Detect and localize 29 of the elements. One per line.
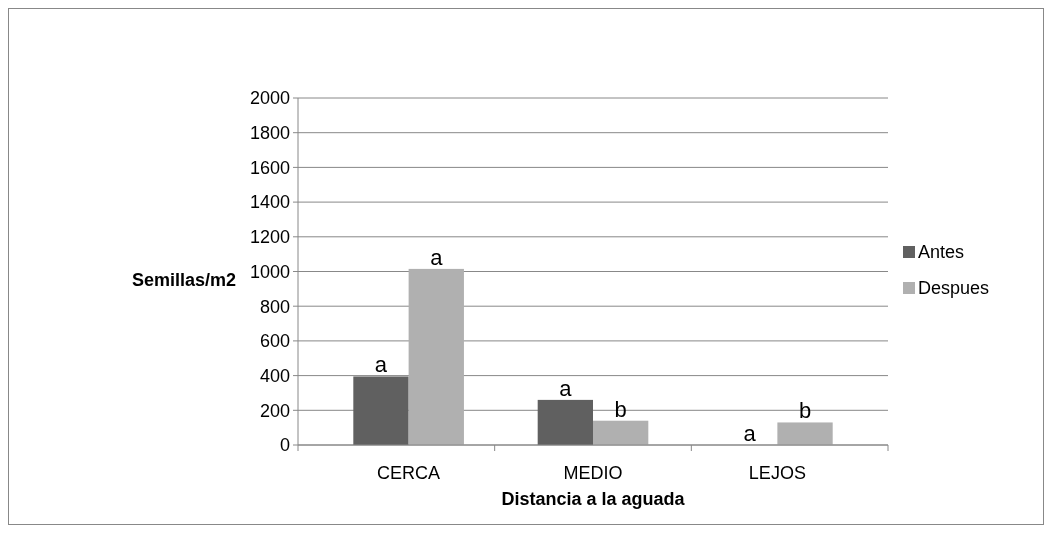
y-tick-label: 1200 [249,227,290,248]
bar [537,399,593,445]
annotation: b [798,398,812,424]
bar [593,420,649,445]
y-tick-label: 1000 [249,261,290,282]
bar [777,422,833,445]
y-tick-label: 1400 [249,192,290,213]
y-tick-label: 2000 [249,88,290,109]
y-tick-label: 0 [279,435,290,456]
legend-label: Antes [918,242,965,263]
y-tick-label: 200 [259,400,290,421]
y-tick-label: 600 [259,331,290,352]
y-axis-title: Semillas/m2 [131,269,236,290]
bar [353,376,409,445]
y-tick-label: 1600 [249,157,290,178]
annotation: b [614,396,627,422]
y-tick-label: 400 [259,365,290,386]
bar [408,268,464,445]
y-tick-label: 800 [259,296,290,317]
annotation: a [430,244,444,270]
legend-label: Despues [918,278,990,299]
x-tick-label: CERCA [377,463,441,483]
x-axis-title: Distancia a la aguada [501,489,686,509]
x-tick-label: LEJOS [748,463,806,483]
y-tick-label: 1800 [249,123,290,143]
annotation: a [743,421,757,446]
annotation: a [374,352,388,378]
x-tick-label: MEDIO [563,463,623,483]
annotation: a [559,375,573,401]
